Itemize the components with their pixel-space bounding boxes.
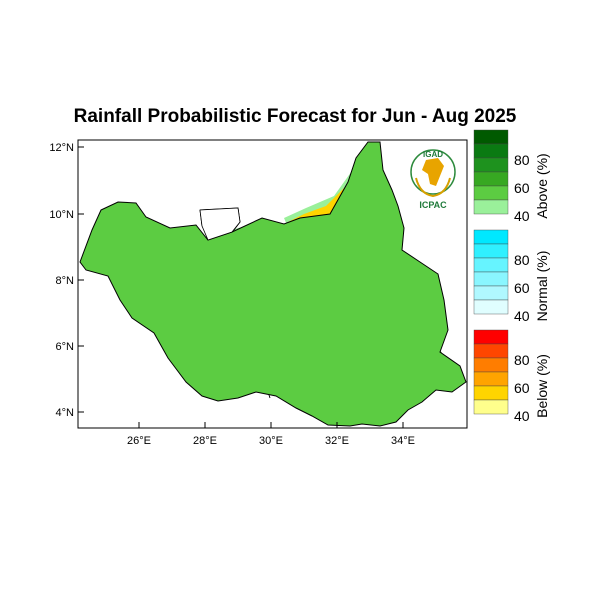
legend-swatch-below-6 [473, 399, 509, 415]
legend-swatch-above-6 [473, 199, 509, 215]
below-normal-north-patch [288, 174, 360, 230]
legend-swatch-above-3 [473, 157, 509, 173]
legend-swatch-normal-5 [473, 285, 509, 301]
legend-swatch-normal-1 [473, 229, 509, 245]
legend-swatch-normal-6 [473, 299, 509, 315]
legend-above-tick-60: 60 [514, 180, 530, 196]
legend-below-label: Below (%) [534, 354, 550, 418]
lon-label-28e: 28°E [193, 435, 217, 447]
lat-label-8n: 8°N [56, 275, 75, 287]
lon-label-30e: 30°E [259, 435, 283, 447]
igad-icpac-logo: IGAD ICPAC [410, 149, 456, 210]
lon-label-32e: 32°E [325, 435, 349, 447]
legend-swatch-below-2 [473, 343, 509, 359]
logo-bottom-text: ICPAC [419, 200, 447, 210]
legend-normal-label: Normal (%) [534, 251, 550, 322]
legend-swatch-above-1 [473, 129, 509, 145]
legend-swatch-below-5 [473, 385, 509, 401]
lon-label-26e: 26°E [127, 435, 151, 447]
legend-swatch-normal-2 [473, 243, 509, 259]
lon-label-34e: 34°E [391, 435, 415, 447]
legend-swatch-below-1 [473, 329, 509, 345]
legend-normal-tick-80: 80 [514, 252, 530, 268]
lat-label-6n: 6°N [56, 341, 75, 353]
legend-swatch-normal-4 [473, 271, 509, 287]
legend-normal-tick-40: 40 [514, 308, 530, 324]
legend-above-tick-80: 80 [514, 152, 530, 168]
lat-label-4n: 4°N [56, 407, 75, 419]
lat-label-10n: 10°N [49, 209, 74, 221]
legend-above-label: Above (%) [534, 153, 550, 218]
lon-axis [138, 422, 404, 428]
legend-above-tick-40: 40 [514, 208, 530, 224]
legend-swatch-below-3 [473, 357, 509, 373]
legend-swatch-below-4 [473, 371, 509, 387]
legend-swatch-above-5 [473, 185, 509, 201]
lat-label-12n: 12°N [49, 142, 74, 154]
legend-below-tick-80: 80 [514, 352, 530, 368]
legend-colorbars [473, 129, 509, 415]
africa-map-icon [422, 158, 444, 186]
unmapped-area-wedge [199, 207, 241, 241]
legend-swatch-above-4 [473, 171, 509, 187]
legend-swatch-above-2 [473, 143, 509, 159]
lat-axis [78, 146, 84, 413]
logo-top-text: IGAD [423, 150, 443, 159]
map-title: Rainfall Probabilistic Forecast for Jun … [74, 106, 517, 127]
legend-swatch-normal-3 [473, 257, 509, 273]
legend-below-tick-60: 60 [514, 380, 530, 396]
legend-normal-tick-60: 60 [514, 280, 530, 296]
legend-below-tick-40: 40 [514, 408, 530, 424]
